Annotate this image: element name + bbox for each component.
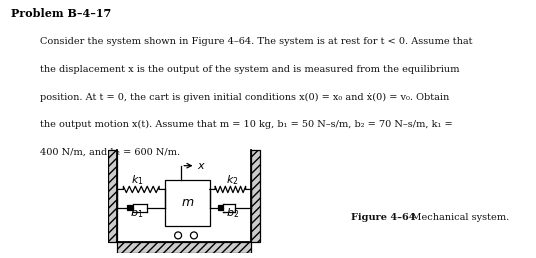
Text: the displacement x is the output of the system and is measured from the equilibr: the displacement x is the output of the …	[40, 65, 460, 74]
Text: $b_1$: $b_1$	[130, 206, 144, 220]
Bar	[218, 205, 223, 210]
Text: Mechanical system.: Mechanical system.	[402, 213, 509, 222]
Text: $b_2$: $b_2$	[226, 206, 240, 220]
Text: the output motion x(t). Assume that m = 10 kg, b₁ = 50 N–s/m, b₂ = 70 N–s/m, k₁ : the output motion x(t). Assume that m = …	[40, 120, 453, 129]
Text: $k_1$: $k_1$	[131, 173, 143, 187]
Text: Consider the system shown in Figure 4–64. The system is at rest for t < 0. Assum: Consider the system shown in Figure 4–64…	[40, 37, 473, 46]
Text: Problem B–4–17: Problem B–4–17	[11, 8, 111, 19]
Bar	[117, 242, 251, 253]
Text: $x$: $x$	[197, 161, 206, 171]
Text: $k_2$: $k_2$	[227, 173, 239, 187]
Text: position. At t = 0, the cart is given initial conditions x(0) = x₀ and ẋ(0) = v₀: position. At t = 0, the cart is given in…	[40, 93, 450, 102]
Bar	[108, 150, 117, 242]
Text: Figure 4–64: Figure 4–64	[351, 213, 415, 222]
Bar	[251, 150, 260, 242]
Text: 400 N/m, and k₂ = 600 N/m.: 400 N/m, and k₂ = 600 N/m.	[40, 148, 180, 157]
Bar	[126, 205, 132, 210]
Bar	[166, 180, 210, 226]
Text: $m$: $m$	[181, 196, 194, 209]
